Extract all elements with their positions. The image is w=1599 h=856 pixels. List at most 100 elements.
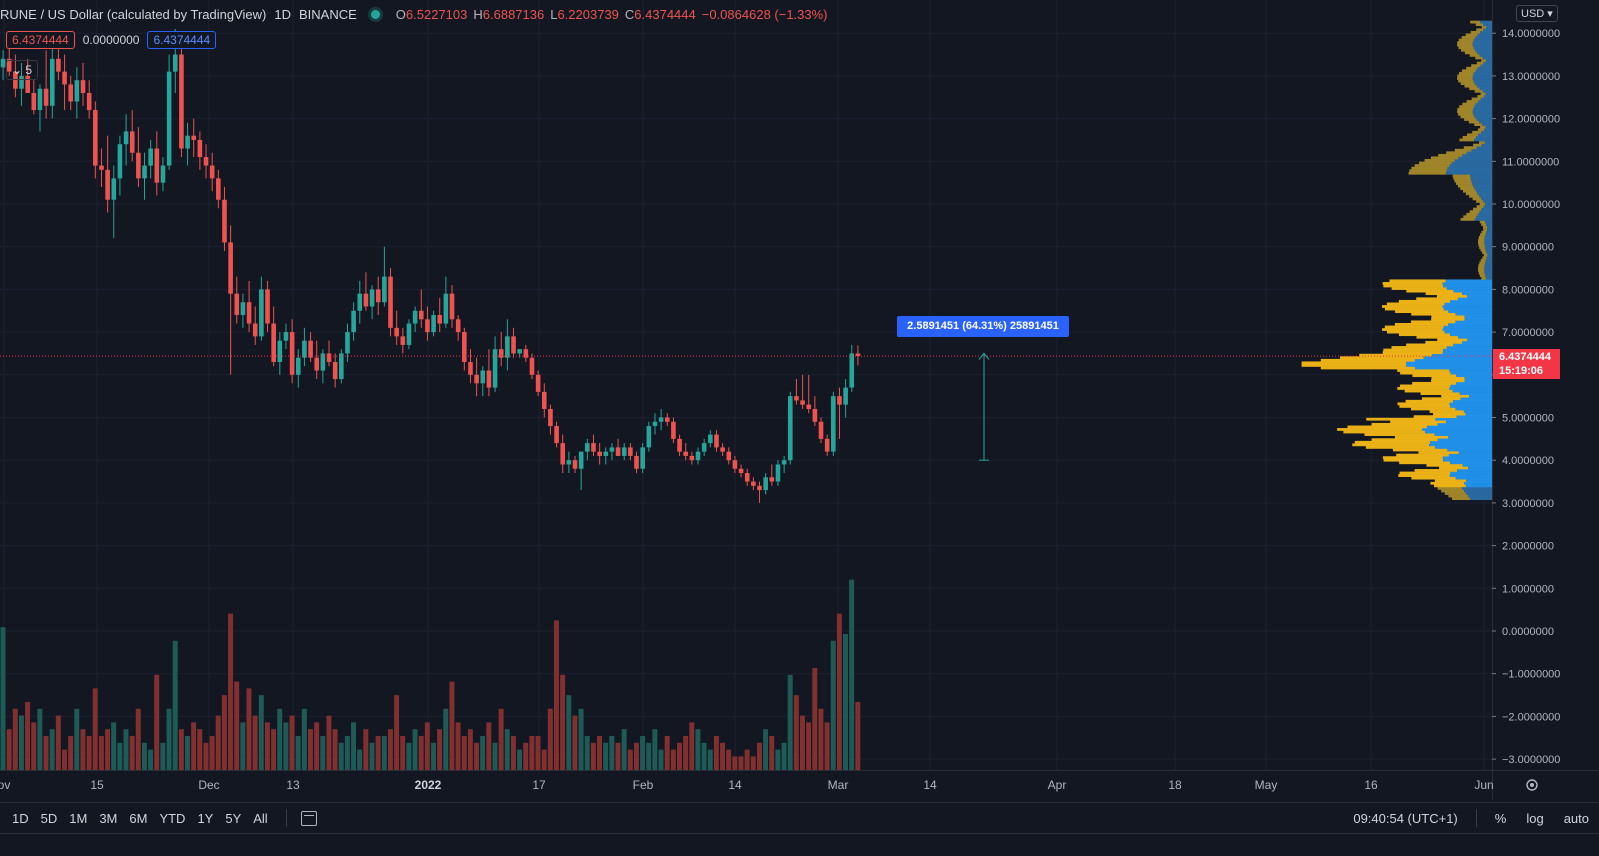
candle	[757, 481, 762, 503]
profile-row-sell	[1413, 415, 1457, 419]
profile-row-sell	[1383, 284, 1444, 288]
time-tick-label: 2022	[415, 778, 442, 792]
range-5y[interactable]: 5Y	[225, 810, 242, 826]
grid-lines	[0, 0, 1492, 770]
profile-row-sell	[1482, 256, 1487, 260]
candle	[480, 366, 486, 397]
candle-body	[566, 460, 572, 465]
sell-price-pill[interactable]: 6.4374444	[6, 31, 75, 49]
profile-row-buy	[1470, 176, 1492, 180]
profile-row-buy	[1446, 169, 1492, 173]
currency-button[interactable]: USD ▾	[1516, 5, 1558, 22]
candle	[585, 438, 590, 461]
volume-bar	[289, 715, 295, 770]
volume-bar	[375, 736, 381, 770]
candle-body	[775, 464, 781, 482]
profile-row-sell	[1431, 379, 1465, 383]
candle-body	[609, 447, 615, 452]
volume-bar	[443, 708, 449, 770]
volume-bar	[74, 708, 80, 770]
candle	[535, 370, 541, 397]
candle-body	[480, 370, 486, 384]
range-6m[interactable]: 6M	[129, 810, 148, 826]
candle-body	[621, 447, 627, 456]
profile-row-buy	[1462, 292, 1492, 296]
candle-body	[246, 302, 252, 324]
profile-row-sell	[1452, 174, 1471, 178]
volume-bar	[215, 715, 221, 770]
profile-row-sell	[1400, 371, 1451, 375]
candle	[382, 246, 387, 307]
candle-body	[855, 353, 861, 357]
range-3m[interactable]: 3M	[99, 810, 118, 826]
candle-body	[640, 447, 645, 469]
profile-row-sell	[1454, 148, 1472, 152]
profile-row-buy	[1464, 481, 1492, 485]
low-value: 6.2203739	[557, 6, 619, 22]
candle-body	[591, 443, 596, 452]
range-1m[interactable]: 1M	[69, 810, 88, 826]
candle-body	[43, 88, 49, 106]
candle	[0, 50, 6, 81]
market-status-icon[interactable]	[370, 9, 380, 19]
profile-row-buy	[1451, 161, 1492, 165]
settings-gear-icon[interactable]	[1526, 779, 1538, 791]
volume-bar	[566, 695, 572, 770]
profile-row-buy	[1477, 212, 1492, 216]
profile-row-buy	[1453, 343, 1492, 347]
volume-bar	[228, 613, 233, 770]
range-ytd[interactable]: YTD	[159, 810, 186, 826]
volume-bar	[283, 722, 289, 770]
clock[interactable]: 09:40:54 (UTC+1)	[1353, 810, 1458, 826]
toolbar-divider	[285, 809, 287, 827]
volume-bar	[25, 702, 31, 770]
candle	[246, 280, 252, 333]
volume-bar	[492, 742, 498, 770]
profile-row-buy	[1437, 422, 1492, 426]
indicators-toggle-button[interactable]: ⌄ 5	[6, 60, 39, 80]
price-tick-label: 12.0000000	[1502, 114, 1560, 126]
candle-body	[13, 71, 18, 89]
candle	[640, 443, 645, 474]
profile-row-sell	[1394, 323, 1449, 326]
candle	[775, 460, 781, 486]
log-scale-button[interactable]: log	[1526, 810, 1544, 826]
candle-body	[498, 349, 504, 358]
candle-body	[849, 353, 855, 388]
volume-bar	[609, 736, 615, 770]
profile-row-sell	[1382, 305, 1443, 308]
legend-timeframe[interactable]: 1D	[274, 6, 291, 22]
range-1y[interactable]: 1Y	[197, 810, 214, 826]
candle	[222, 186, 227, 251]
volume-bar	[504, 729, 510, 770]
percent-scale-button[interactable]: %	[1494, 810, 1507, 826]
candle-body	[136, 152, 141, 179]
candle-body	[240, 302, 246, 316]
profile-row-buy	[1442, 456, 1492, 460]
profile-row-buy	[1477, 51, 1492, 55]
calendar-icon[interactable]	[300, 810, 317, 826]
volume-bar	[394, 695, 400, 770]
range-1d[interactable]: 1D	[12, 810, 29, 826]
auto-scale-button[interactable]: auto	[1563, 810, 1589, 826]
buy-price-pill[interactable]: 6.4374444	[147, 31, 217, 49]
low-label: L	[550, 6, 558, 22]
range-all[interactable]: All	[253, 810, 268, 826]
candle-body	[763, 477, 768, 491]
candle	[462, 327, 467, 371]
candle	[701, 438, 707, 456]
volume-bar	[824, 722, 830, 770]
volume-bar	[314, 722, 320, 770]
candle	[603, 447, 609, 465]
profile-row-sell	[1483, 228, 1488, 232]
candle-body	[468, 361, 473, 375]
profile-row-buy	[1487, 253, 1492, 257]
candle-body	[781, 460, 787, 465]
symbol-name[interactable]: RUNE / US Dollar (calculated by TradingV…	[0, 6, 267, 22]
profile-row-buy	[1484, 269, 1492, 273]
candle	[455, 315, 461, 341]
volume-bar	[62, 749, 67, 770]
range-5d[interactable]: 5D	[40, 810, 58, 826]
profile-row-sell	[1419, 161, 1452, 165]
